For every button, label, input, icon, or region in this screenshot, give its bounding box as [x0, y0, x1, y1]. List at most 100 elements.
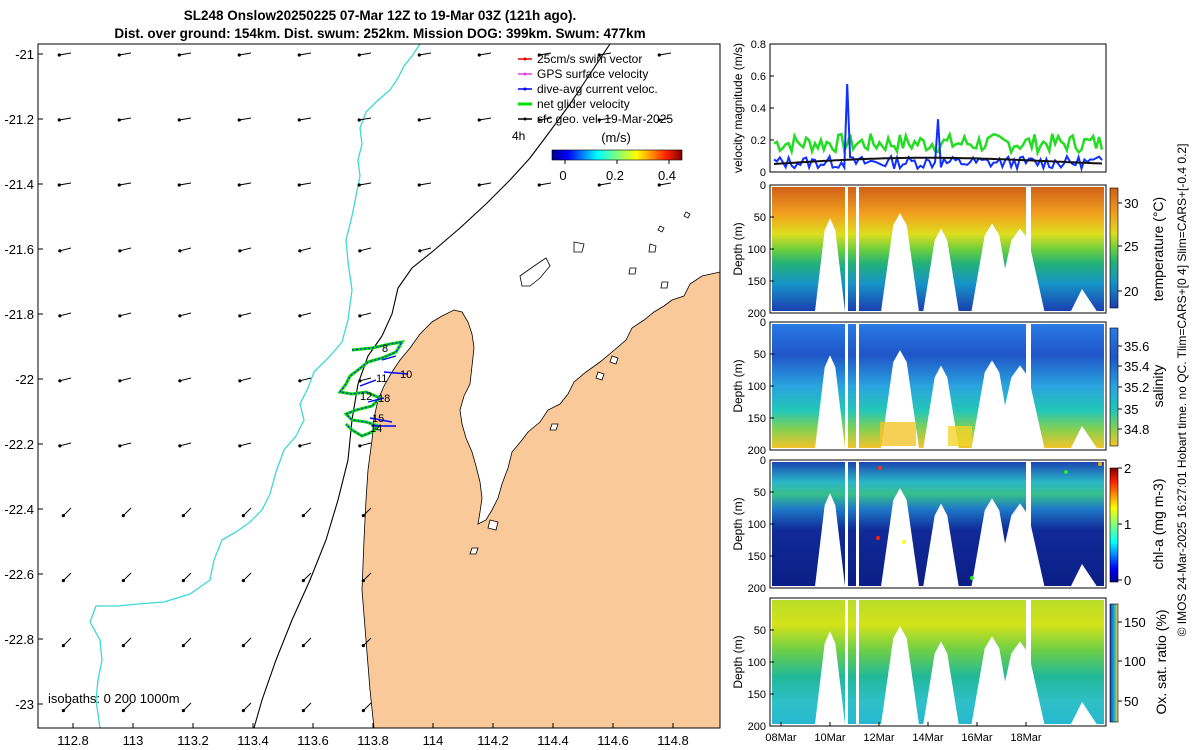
sfc-velocity-arrow: [59, 247, 72, 252]
colorbar-tick-label: 0.2: [606, 168, 624, 183]
side-caption: © IMOS 24-Mar-2025 16:27:01 Hobart time.…: [1175, 144, 1189, 637]
sfc-velocity-arrow: [419, 117, 432, 121]
oxygen-panel: 50 100 150 200 Depth (m) 50 100 150 Ox. sat. …: [731, 597, 1169, 744]
sfc-velocity-arrow: [179, 442, 192, 447]
sfc-velocity-arrow: [239, 182, 252, 186]
figure-title-line2: Dist. over ground: 154km. Dist. swum: 25…: [114, 26, 646, 41]
sfc-velocity-arrow: [179, 52, 192, 56]
sfc-velocity-arrow: [239, 377, 252, 382]
colorbar-tick-label: 35.6: [1124, 339, 1149, 354]
sfc-velocity-arrow: [599, 52, 612, 56]
oxygen-depth-label: Depth (m): [731, 635, 745, 688]
lon-tick-label: 114.6: [597, 733, 629, 748]
chla-panel: 0 50 100 150 200 Depth (m) 0 1 2 chl-a (mg m-3…: [731, 455, 1166, 595]
sfc-velocity-arrow: [303, 637, 312, 646]
lon-tick-label: 114.2: [477, 733, 509, 748]
sfc-velocity-arrow: [599, 182, 612, 186]
sfc-velocity-arrow: [303, 702, 312, 711]
colorbar-tick-label: 35.4: [1124, 359, 1149, 374]
sfc-velocity-arrow: [119, 247, 132, 252]
sfc-velocity-arrow: [123, 507, 132, 516]
sfc-velocity-arrow: [599, 117, 612, 121]
depth-tick-label: 150: [748, 413, 766, 425]
track-day-label: 14: [370, 423, 382, 435]
lon-tick-label: 113.4: [237, 733, 269, 748]
track-day-label: 15: [372, 413, 384, 425]
temperature-colorbar-label: temperature (°C): [1150, 197, 1166, 301]
speed-colorbar-ticks: 0 0.2 0.4: [559, 160, 676, 183]
oxygen-colorbar: [1109, 603, 1119, 723]
lat-tick-label: -21.8: [4, 307, 34, 322]
speed-colorbar: [551, 149, 683, 161]
lat-tick-label: -21.6: [4, 242, 34, 257]
sfc-velocity-arrow: [119, 312, 132, 317]
depth-tick-label: 100: [748, 657, 766, 669]
lon-tick-label: 112.8: [57, 733, 89, 748]
sfc-velocity-arrow: [419, 182, 432, 186]
velocity-tick-label: 0.8: [751, 39, 766, 51]
salinity-panel: 0 50 100 150 200 Depth (m) 34.8 35 35.2 35.4 35.…: [731, 317, 1166, 457]
map-frame: [37, 43, 721, 729]
sfc-velocity-arrow: [239, 312, 252, 317]
sfc-velocity-arrow: [239, 442, 252, 447]
sfc-velocity-arrow: [59, 377, 72, 382]
sfc-velocity-arrow: [359, 247, 372, 252]
track-day-label: 8: [382, 343, 388, 355]
sfc-velocity-arrow: [59, 117, 72, 121]
depth-tick-label: 50: [754, 625, 766, 637]
sfc-velocity-arrow: [299, 312, 312, 317]
sfc-velocity-arrow: [299, 117, 312, 121]
sfc-velocity-arrow: [359, 117, 372, 121]
lon-tick-label: 113.6: [297, 733, 329, 748]
velocity-tick-label: 0: [760, 167, 766, 179]
colorbar-tick-label: 35.2: [1124, 380, 1149, 395]
lat-tick-label: -21: [15, 47, 34, 62]
sfc-velocity-arrow: [119, 52, 132, 56]
isobath-200m: [253, 44, 611, 728]
lat-tick-label: -22: [15, 372, 34, 387]
colorbar-tick-label: 30: [1124, 196, 1138, 211]
sfc-velocity-arrow: [539, 182, 552, 186]
date-tick-label: 08Mar: [765, 732, 797, 744]
sfc-velocity-arrow: [179, 117, 192, 121]
sfc-velocity-arrow: [59, 52, 72, 56]
sfc-velocity-arrow: [119, 117, 132, 121]
track-day-label: 11: [376, 373, 387, 385]
sfc-velocity-arrow: [479, 117, 492, 121]
sfc-velocity-arrow: [659, 117, 672, 121]
sfc-velocity-arrow: [539, 52, 552, 56]
lat-tick-label: -22.4: [4, 502, 34, 517]
isobath-1000m: [89, 44, 421, 728]
legend-label: net glider velocity: [537, 97, 630, 111]
track-day-label: 12: [360, 391, 372, 403]
colorbar-tick-label: 25: [1124, 239, 1138, 254]
depth-tick-label: 200: [748, 583, 766, 595]
depth-tick-label: 0: [760, 455, 766, 467]
sfc-velocity-arrow: [363, 507, 372, 516]
sfc-velocity-arrow: [179, 377, 192, 382]
depth-tick-label: 50: [754, 212, 766, 224]
sfc-velocity-arrow: [299, 182, 312, 186]
sfc-velocity-arrow: [299, 52, 312, 56]
sfc-velocity-arrow: [243, 702, 252, 711]
sfc-velocity-arrow: [359, 442, 372, 447]
velocity-tick-label: 0.4: [751, 103, 766, 115]
chla-depth-label: Depth (m): [731, 497, 745, 550]
lat-tick-label: -21.4: [4, 177, 34, 192]
legend-label: GPS surface velocity: [537, 67, 648, 81]
depth-tick-label: 100: [748, 519, 766, 531]
depth-tick-label: 0: [760, 180, 766, 192]
sfc-velocity-arrow: [299, 247, 312, 252]
sfc-velocity-arrow: [299, 442, 312, 447]
sfc-velocity-arrow: [359, 52, 372, 56]
sfc-velocity-arrow: [363, 572, 372, 581]
colorbar-tick-label: 35: [1124, 402, 1138, 417]
lat-tick-label: -22.2: [4, 437, 34, 452]
lat-tick-label: -21.2: [4, 112, 34, 127]
colorbar-tick-label: 100: [1124, 654, 1146, 669]
sfc-velocity-arrow: [183, 637, 192, 646]
sfc-velocity-arrow: [243, 507, 252, 516]
